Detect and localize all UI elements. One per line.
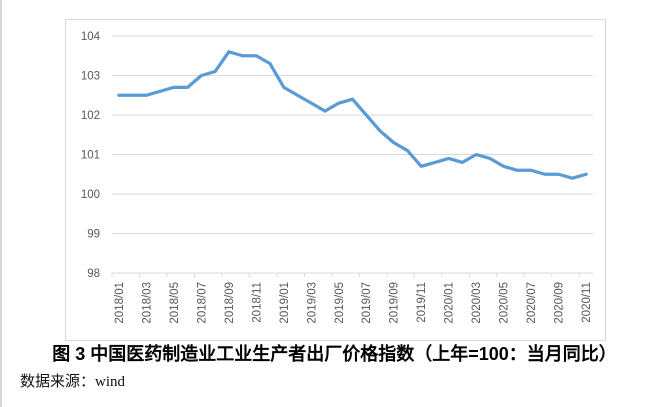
chart-area: 98 99 100 101 102 103 104 2018/01 2018/03 2018/05…: [65, 19, 606, 341]
svg-text:103: 103: [81, 71, 100, 83]
svg-text:2019/07: 2019/07: [361, 282, 373, 324]
svg-text:2019/05: 2019/05: [334, 282, 346, 324]
data-source: 数据来源：wind: [20, 374, 126, 390]
x-axis-labels: 2018/01 2018/03 2018/05 2018/07 2018/09 2018/…: [114, 282, 593, 324]
svg-text:2020/01: 2020/01: [444, 282, 456, 324]
svg-text:2020/05: 2020/05: [499, 282, 511, 324]
x-axis-ticks: [111, 273, 580, 277]
page-edge-divider: [0, 0, 2, 407]
svg-text:99: 99: [87, 229, 100, 241]
svg-text:100: 100: [81, 189, 100, 201]
svg-text:2020/09: 2020/09: [554, 282, 566, 324]
figure-caption: 图 3 中国医药制造业工业生产者出厂价格指数（上年=100：当月同比）: [52, 344, 617, 364]
svg-text:2018/09: 2018/09: [224, 282, 236, 324]
svg-text:102: 102: [81, 110, 100, 122]
svg-text:101: 101: [81, 150, 100, 162]
svg-text:2018/11: 2018/11: [251, 282, 263, 323]
svg-text:2019/01: 2019/01: [279, 282, 291, 324]
svg-text:2020/07: 2020/07: [526, 282, 538, 324]
svg-text:98: 98: [87, 268, 100, 280]
data-series-line: [117, 50, 588, 180]
svg-text:2020/03: 2020/03: [471, 282, 483, 324]
y-axis-labels: 98 99 100 101 102 103 104: [81, 31, 101, 280]
svg-text:2019/03: 2019/03: [306, 282, 318, 324]
svg-text:2020/11: 2020/11: [581, 282, 593, 323]
svg-text:2018/03: 2018/03: [141, 282, 153, 324]
line-chart: 98 99 100 101 102 103 104 2018/01 2018/03 2018/05…: [81, 31, 593, 324]
svg-text:2018/05: 2018/05: [169, 282, 181, 324]
svg-text:2019/09: 2019/09: [389, 282, 401, 324]
svg-text:2018/01: 2018/01: [114, 282, 126, 324]
svg-text:2018/07: 2018/07: [196, 282, 208, 324]
gridlines: [112, 35, 593, 274]
svg-text:104: 104: [81, 31, 101, 43]
svg-text:2019/11: 2019/11: [416, 282, 428, 323]
